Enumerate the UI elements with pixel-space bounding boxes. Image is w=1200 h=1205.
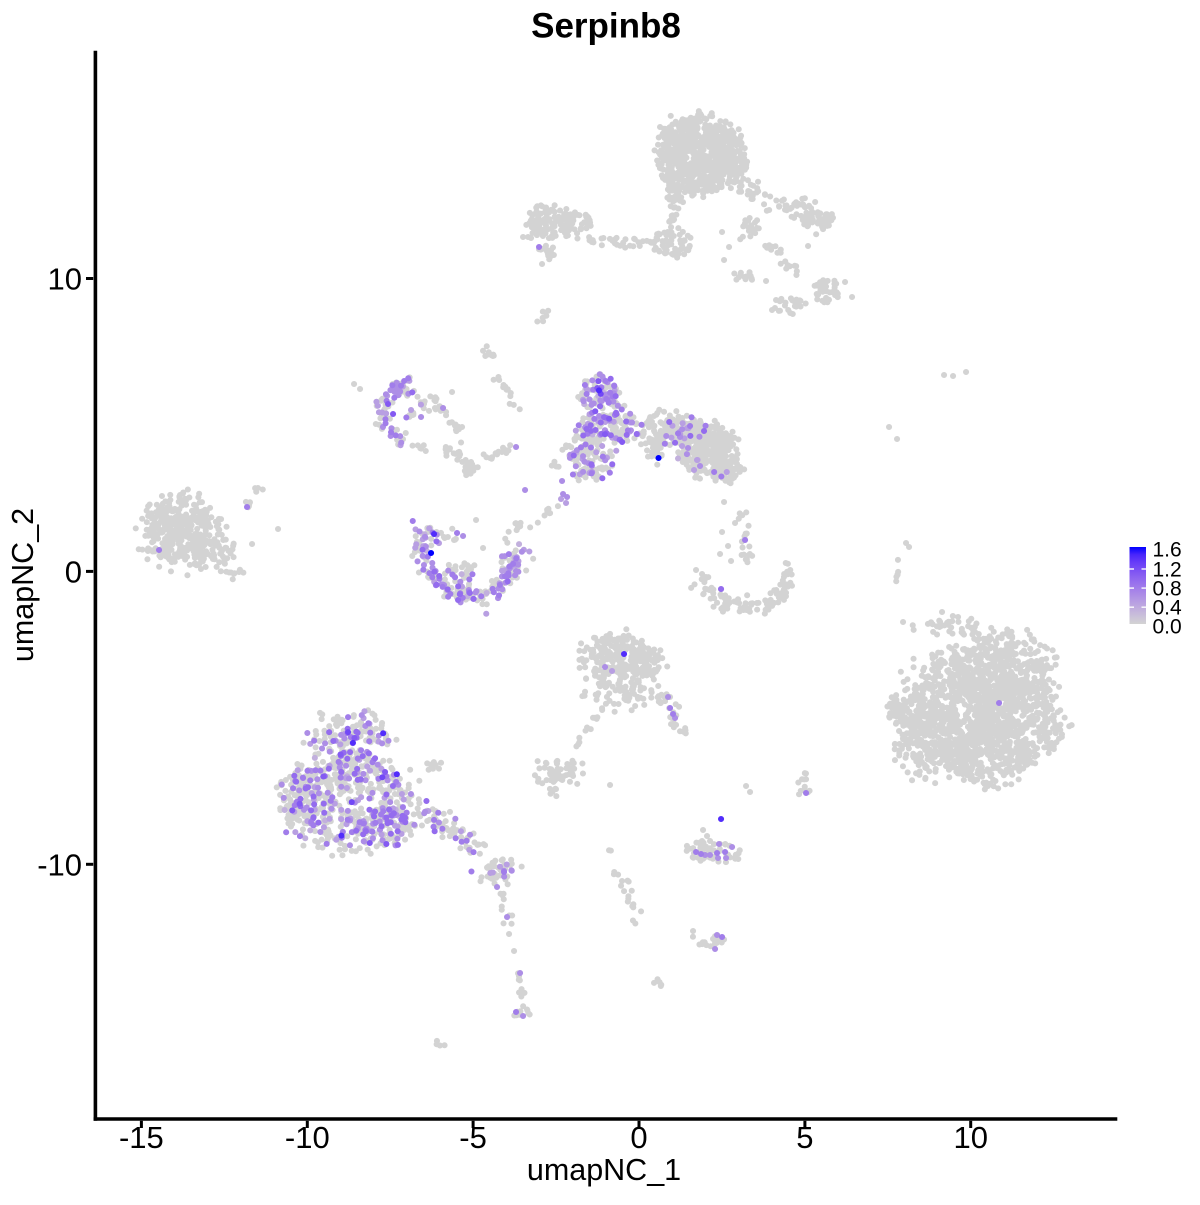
svg-text:0.8: 0.8 — [1153, 578, 1182, 601]
svg-text:0.0: 0.0 — [1153, 615, 1182, 638]
svg-text:-10: -10 — [285, 1120, 330, 1155]
svg-text:10: 10 — [48, 262, 82, 297]
svg-text:1.6: 1.6 — [1153, 539, 1182, 562]
svg-text:10: 10 — [953, 1120, 987, 1155]
svg-text:0: 0 — [630, 1120, 647, 1155]
svg-text:5: 5 — [796, 1120, 813, 1155]
svg-text:0: 0 — [65, 554, 82, 589]
svg-text:0.4: 0.4 — [1153, 597, 1183, 620]
svg-text:-5: -5 — [459, 1120, 487, 1155]
svg-text:umapNC_2: umapNC_2 — [6, 508, 40, 662]
svg-text:-10: -10 — [37, 847, 82, 882]
svg-text:-15: -15 — [119, 1120, 164, 1155]
svg-text:umapNC_1: umapNC_1 — [527, 1153, 681, 1187]
svg-text:Serpinb8: Serpinb8 — [531, 7, 681, 46]
svg-text:1.2: 1.2 — [1153, 558, 1182, 581]
